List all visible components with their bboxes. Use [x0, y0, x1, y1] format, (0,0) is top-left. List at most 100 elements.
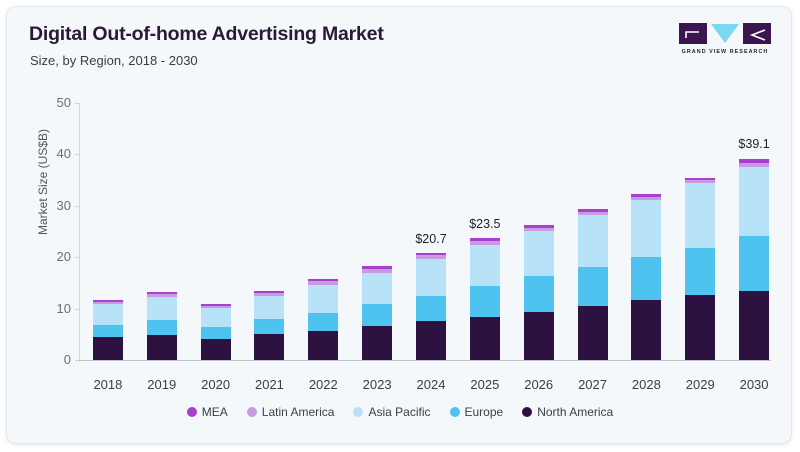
bar-segment[interactable] [362, 269, 393, 273]
bar-segment[interactable] [685, 177, 716, 181]
bar-segment[interactable] [685, 295, 716, 360]
bar-segment[interactable] [739, 163, 770, 168]
y-axis-tick-label: 10 [56, 300, 71, 316]
y-axis-tick-mark [75, 103, 79, 104]
bar-column[interactable] [739, 103, 770, 360]
bar-segment[interactable] [739, 291, 770, 360]
bar-column[interactable] [631, 103, 662, 360]
bar-segment[interactable] [523, 311, 554, 360]
y-axis-tick-mark [75, 257, 79, 259]
bar-column[interactable] [416, 103, 446, 360]
bar-segment[interactable] [308, 281, 339, 285]
bar-value-label: $20.7 [415, 231, 447, 246]
bar-segment[interactable] [416, 295, 446, 322]
bar-segment[interactable] [416, 321, 446, 360]
bar-segment[interactable] [308, 279, 339, 282]
bar-segment[interactable] [469, 244, 500, 286]
bar-segment[interactable] [92, 300, 123, 302]
bar-segment[interactable] [577, 306, 608, 360]
legend-label: MEA [201, 405, 228, 419]
bar-segment[interactable] [308, 330, 339, 360]
x-axis-tick-label: 2029 [685, 377, 715, 392]
bar-column[interactable] [146, 103, 177, 360]
y-axis-tick-mark [75, 308, 79, 310]
bar-column[interactable] [92, 103, 123, 360]
bar-segment[interactable] [631, 193, 662, 197]
page-title: Digital Out-of-home Advertising Market [29, 23, 384, 45]
bar-segment[interactable] [254, 292, 285, 296]
bar-segment[interactable] [92, 301, 123, 305]
bar-segment[interactable] [577, 209, 608, 212]
bar-segment[interactable] [200, 338, 231, 360]
bar-column[interactable] [523, 103, 554, 360]
bar-segment[interactable] [469, 285, 500, 317]
bar-segment[interactable] [92, 336, 123, 360]
legend-item[interactable]: MEA [186, 405, 228, 419]
bar-segment[interactable] [469, 238, 500, 241]
bar-column[interactable] [200, 103, 231, 360]
bar-segment[interactable] [739, 159, 770, 164]
bar-segment[interactable] [308, 312, 339, 331]
bar-segment[interactable] [631, 299, 662, 360]
bar-segment[interactable] [469, 316, 500, 360]
legend-swatch-icon [522, 407, 533, 417]
bar-segment[interactable] [254, 295, 285, 320]
bar-segment[interactable] [200, 303, 231, 306]
bar-segment[interactable] [146, 291, 177, 294]
legend-label: Europe [464, 405, 504, 419]
bar-segment[interactable] [523, 225, 554, 228]
bar-segment[interactable] [577, 267, 608, 307]
bar-segment[interactable] [523, 276, 554, 312]
bar-segment[interactable] [631, 257, 662, 300]
bar-segment[interactable] [200, 305, 231, 309]
bar-segment[interactable] [362, 272, 393, 304]
bar-column[interactable] [254, 103, 285, 360]
y-axis-tick-mark [75, 360, 79, 361]
bar-column[interactable] [362, 103, 393, 360]
bar-segment[interactable] [416, 259, 446, 296]
bar-segment[interactable] [416, 255, 446, 260]
bar-segment[interactable] [685, 247, 716, 296]
bar-segment[interactable] [308, 284, 339, 313]
bar-column[interactable] [577, 103, 608, 360]
bar-segment[interactable] [92, 304, 123, 325]
bar-segment[interactable] [631, 196, 662, 200]
bar-segment[interactable] [739, 167, 770, 237]
y-axis-tick-label: 30 [56, 197, 71, 213]
legend-item[interactable]: Europe [449, 405, 504, 419]
x-axis-tick-label: 2022 [308, 377, 338, 392]
bar-segment[interactable] [362, 266, 393, 269]
bar-column[interactable] [685, 103, 716, 360]
bar-segment[interactable] [685, 180, 716, 183]
bar-segment[interactable] [523, 230, 554, 277]
bar-segment[interactable] [254, 319, 285, 335]
bar-segment[interactable] [739, 236, 770, 292]
bar-segment[interactable] [362, 326, 393, 360]
legend-item[interactable]: Asia Pacific [353, 405, 431, 419]
bar-column[interactable] [308, 103, 339, 360]
legend-label: Latin America [261, 405, 335, 419]
bar-segment[interactable] [200, 308, 231, 328]
bar-segment[interactable] [146, 296, 177, 321]
bar-segment[interactable] [254, 334, 285, 360]
bar-segment[interactable] [146, 334, 177, 360]
bar-segment[interactable] [416, 252, 446, 256]
bar-segment[interactable] [523, 227, 554, 231]
bar-segment[interactable] [631, 199, 662, 258]
legend-item[interactable]: Latin America [246, 405, 335, 419]
bar-segment[interactable] [685, 182, 716, 248]
bar-segment[interactable] [254, 290, 285, 293]
bar-segment[interactable] [92, 324, 123, 337]
legend-item[interactable]: North America [522, 405, 613, 419]
bar-segment[interactable] [577, 211, 608, 215]
bar-segment[interactable] [200, 327, 231, 339]
x-axis-tick-label: 2026 [524, 377, 554, 392]
bar-segment[interactable] [146, 293, 177, 297]
legend-label: Asia Pacific [368, 405, 431, 419]
bar-segment[interactable] [469, 240, 500, 245]
bar-segment[interactable] [146, 320, 177, 335]
bar-column[interactable] [469, 103, 500, 360]
bar-segment[interactable] [362, 303, 393, 327]
bar-segment[interactable] [577, 214, 608, 268]
y-axis-tick-label: 20 [56, 249, 71, 265]
